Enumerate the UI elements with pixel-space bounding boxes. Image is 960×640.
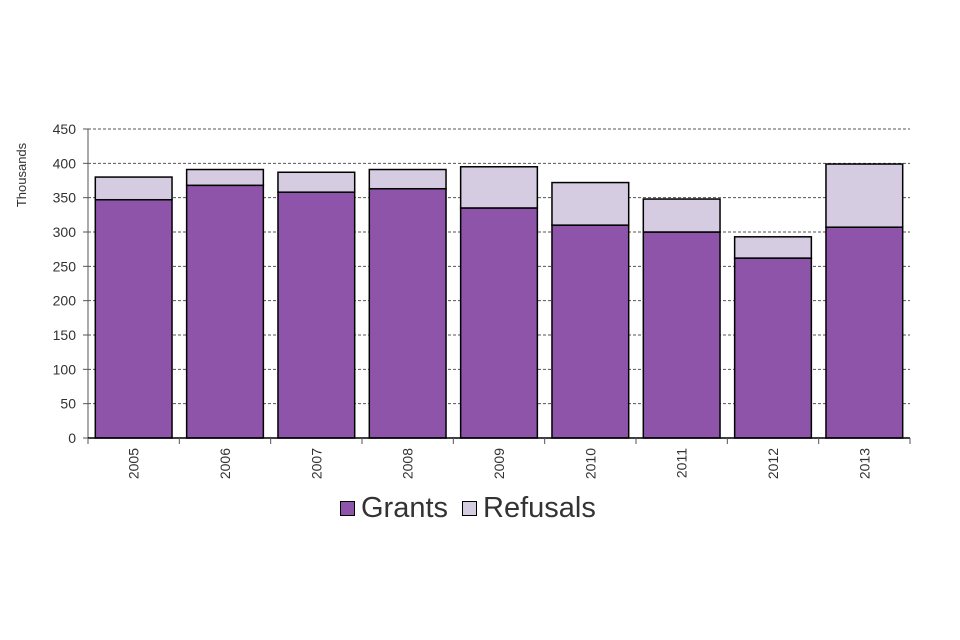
y-tick-label: 200 bbox=[53, 293, 77, 309]
x-tick-label: 2008 bbox=[400, 448, 416, 479]
bar-grants-2008 bbox=[368, 187, 447, 439]
bar-grants-2011 bbox=[642, 231, 721, 439]
bar-grants-2010 bbox=[551, 224, 630, 439]
bar-grants-2009 bbox=[459, 207, 539, 439]
y-tick-label: 400 bbox=[53, 155, 77, 171]
y-tick-label: 50 bbox=[60, 396, 76, 412]
x-tick-label: 2009 bbox=[491, 448, 507, 479]
bar-grants-2013 bbox=[825, 226, 904, 439]
bar-refusals-2008 bbox=[368, 168, 447, 190]
bar-refusals-2010 bbox=[551, 181, 630, 226]
legend-item-refusals: Refusals bbox=[462, 492, 596, 525]
bar-grants-2005 bbox=[94, 198, 173, 439]
x-tick-label: 2013 bbox=[856, 448, 872, 479]
bar-refusals-2007 bbox=[277, 171, 356, 193]
x-tick-label: 2005 bbox=[126, 448, 142, 479]
legend: Grants Refusals bbox=[340, 492, 596, 525]
bar-grants-2006 bbox=[185, 184, 265, 439]
y-tick-labels: 0 50 100 150 200 250 300 350 400 450 bbox=[53, 121, 77, 446]
bar-refusals-2011 bbox=[642, 198, 721, 233]
y-tick-label: 0 bbox=[68, 430, 76, 446]
x-tick-label: 2011 bbox=[674, 448, 690, 478]
legend-item-grants: Grants bbox=[340, 492, 448, 525]
axes bbox=[83, 128, 911, 444]
legend-swatch-grants bbox=[340, 501, 355, 516]
y-axis-label: Thousands bbox=[14, 142, 29, 207]
y-tick-label: 250 bbox=[53, 258, 77, 274]
legend-label-grants: Grants bbox=[361, 492, 449, 524]
x-tick-label: 2010 bbox=[582, 448, 598, 479]
bar-refusals-2013 bbox=[825, 163, 904, 228]
y-tick-label: 300 bbox=[53, 224, 77, 240]
y-tick-label: 350 bbox=[53, 190, 77, 206]
bar-refusals-2012 bbox=[733, 236, 813, 259]
bars bbox=[94, 163, 904, 439]
legend-swatch-refusals bbox=[462, 501, 478, 516]
bar-refusals-2009 bbox=[459, 166, 539, 209]
x-tick-label: 2007 bbox=[308, 448, 324, 479]
bar-grants-2012 bbox=[733, 257, 813, 439]
bar-refusals-2005 bbox=[94, 176, 173, 201]
y-tick-label: 100 bbox=[53, 361, 77, 377]
legend-label-refusals: Refusals bbox=[483, 492, 596, 524]
bar-grants-2007 bbox=[277, 191, 356, 439]
x-tick-label: 2006 bbox=[217, 448, 233, 479]
x-tick-labels: 2005 2006 2007 2008 2009 2010 2011 2012 2013 bbox=[126, 448, 873, 479]
y-tick-label: 450 bbox=[53, 121, 77, 137]
x-tick-label: 2012 bbox=[765, 448, 781, 479]
bar-refusals-2006 bbox=[185, 168, 265, 187]
y-tick-label: 150 bbox=[53, 327, 77, 343]
